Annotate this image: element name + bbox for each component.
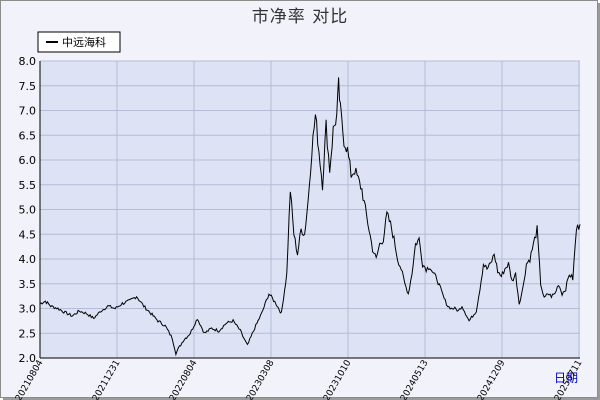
- x-tick-label: 20220804: [168, 358, 200, 400]
- y-tick-label: 4.0: [19, 253, 37, 266]
- legend: 中远海科: [37, 31, 121, 53]
- series-line-中远海科: [39, 77, 581, 357]
- y-tick-label: 2.5: [19, 327, 37, 340]
- y-tick-label: 8.0: [19, 55, 37, 68]
- legend-label: 中远海科: [62, 35, 106, 49]
- y-axis-ticks: 2.0 2.5 3.0 3.5 4.0 4.5 5.0 5.5 6.0 6.5 7.0 7.5 8.0: [19, 55, 37, 365]
- y-tick-label: 7.5: [19, 80, 37, 93]
- legend-box: [37, 31, 121, 53]
- y-tick-label: 3.5: [19, 278, 37, 291]
- x-tick-label: 20230308: [245, 358, 277, 400]
- y-tick-label: 7.0: [19, 105, 37, 118]
- chart-title: 市净率 对比: [252, 7, 348, 27]
- x-tick-label: 20240513: [399, 359, 431, 400]
- x-axis-ticks: 20210804 20211231 20220804 20230308 20231010…: [14, 358, 585, 400]
- y-tick-label: 5.5: [19, 179, 37, 192]
- y-tick-label: 6.0: [19, 154, 37, 167]
- y-tick-label: 5.0: [19, 204, 37, 217]
- x-tick-label: 20241209: [476, 358, 508, 400]
- x-axis-label: 日期: [554, 371, 578, 385]
- y-tick-label: 4.5: [19, 228, 37, 241]
- x-tick-label: 20211231: [91, 359, 123, 400]
- y-tick-label: 6.5: [19, 129, 37, 142]
- y-tick-label: 3.0: [19, 303, 37, 316]
- grid-lines: [40, 60, 580, 359]
- x-tick-label: 20231010: [322, 358, 354, 400]
- y-tick-label: 2.0: [19, 352, 37, 365]
